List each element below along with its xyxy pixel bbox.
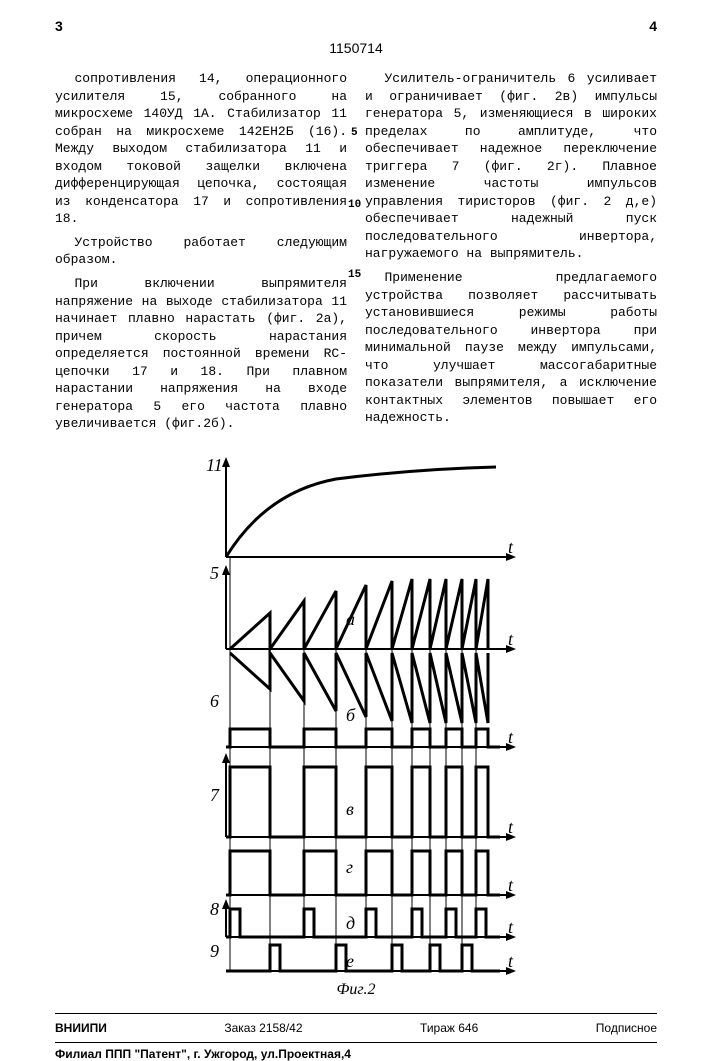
footer-address: Филиал ППП "Патент", г. Ужгород, ул.Прое…: [55, 1047, 657, 1061]
t-g: t: [508, 875, 514, 895]
wave-a: [230, 579, 488, 649]
ylabel-8: 8: [210, 899, 219, 919]
label-a: а: [346, 609, 355, 629]
ylabel-11: 11: [206, 457, 223, 475]
page-header: 3 4: [55, 18, 657, 34]
ylabel-7: 7: [210, 785, 220, 805]
wave-e: [226, 945, 500, 971]
left-p1: сопротивления 14, операционного усилител…: [55, 70, 347, 228]
curve-11: [226, 467, 496, 557]
t-9: t: [508, 951, 514, 971]
wave-b-bot: [226, 729, 500, 747]
document-number: 1150714: [55, 40, 657, 56]
t-7: t: [508, 817, 514, 837]
timing-diagram: 11 5 6 7 8 9 а б в г д е t t t t t t t: [186, 457, 526, 977]
figure-2: 11 5 6 7 8 9 а б в г д е t t t t t t t: [55, 457, 657, 977]
line-num-5: 5: [351, 126, 358, 141]
footer-order: Заказ 2158/42: [224, 1021, 302, 1035]
left-p3: При включении выпрямителя напряжение на …: [55, 275, 347, 433]
wave-b-top: [230, 653, 488, 723]
right-p2: Применение предлагаемого устройства позв…: [365, 269, 657, 427]
label-v: в: [346, 799, 354, 819]
wave-v: [226, 767, 500, 837]
page-num-left: 3: [55, 18, 63, 34]
footer-org: ВНИИПИ: [55, 1021, 107, 1035]
line-num-15: 15: [348, 268, 361, 283]
t-8: t: [508, 917, 514, 937]
wave-d: [226, 909, 500, 937]
label-b: б: [346, 705, 356, 725]
footer-tirazh: Тираж 646: [420, 1021, 478, 1035]
wave-g: [226, 851, 500, 895]
t-11: t: [508, 537, 514, 557]
left-column: сопротивления 14, операционного усилител…: [55, 70, 347, 439]
figure-caption: Фиг.2: [55, 981, 657, 999]
line-num-10: 10: [348, 198, 361, 213]
text-columns: сопротивления 14, операционного усилител…: [55, 70, 657, 439]
ylabel-9: 9: [210, 941, 219, 961]
footer-sub: Подписное: [596, 1021, 657, 1035]
t-6: t: [508, 727, 514, 747]
label-g: г: [346, 857, 353, 877]
label-d: д: [346, 913, 355, 933]
right-p1: Усилитель-ограничитель 6 усиливает и огр…: [365, 70, 657, 263]
ylabel-5: 5: [210, 563, 219, 583]
label-e: е: [346, 951, 354, 971]
t-5: t: [508, 629, 514, 649]
left-p2: Устройство работает следующим образом.: [55, 234, 347, 269]
footer: ВНИИПИ Заказ 2158/42 Тираж 646 Подписное…: [55, 1013, 657, 1061]
page-num-right: 4: [649, 18, 657, 34]
ylabel-6: 6: [210, 691, 219, 711]
right-column: 5 10 15 Усилитель-ограничитель 6 усилива…: [365, 70, 657, 439]
